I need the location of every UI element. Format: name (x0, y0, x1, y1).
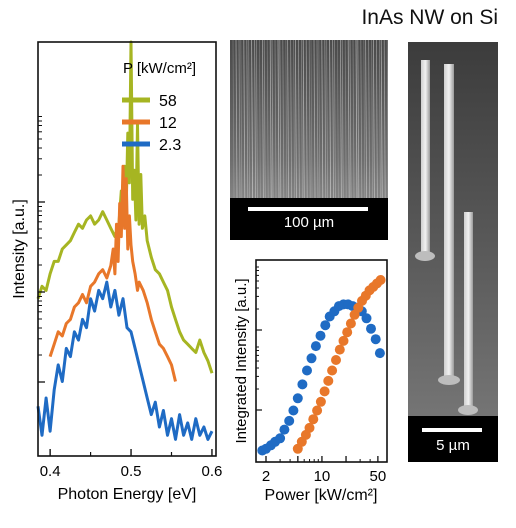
spectrum-series-58 (36, 40, 214, 374)
power-point-orange (319, 386, 330, 397)
legend-label-58: 58 (159, 93, 177, 110)
scale-label-5um: 5 µm (436, 437, 470, 454)
power-point-orange (308, 414, 319, 425)
scale-bar-100um (248, 207, 368, 211)
power-point-orange (334, 344, 345, 355)
scale-bar-5um (422, 428, 482, 432)
power-point-blue (297, 379, 308, 390)
power-point-orange (327, 365, 338, 376)
power-point-orange (315, 396, 326, 407)
power-point-orange (338, 335, 349, 346)
power-point-blue (288, 405, 299, 416)
power-point-orange (331, 355, 341, 365)
power-point-blue (275, 433, 286, 444)
spectrum-series-2.3 (36, 280, 214, 441)
power-point-blue (279, 424, 290, 435)
sem-side-view-image (408, 42, 498, 462)
power-point-orange (323, 375, 334, 386)
power-y-axis-label: Integrated Intensity [a.u.] (233, 278, 250, 443)
power-x-axis-label: Power [kW/cm²] (265, 487, 378, 504)
spectra-x-tick-label: 0.6 (202, 463, 223, 480)
scale-label-100um: 100 µm (283, 214, 335, 231)
sem-side-view-texture (408, 42, 498, 462)
spectrum-series-12 (48, 164, 177, 382)
legend-label-12: 12 (159, 115, 177, 132)
power-point-orange (342, 327, 353, 338)
spectra-y-axis-label: Intensity [a.u.] (11, 199, 28, 299)
power-chart: 2 10 50 Integrated Intensity [a.u.] Power … (233, 259, 388, 504)
sem-top-view-texture (230, 40, 388, 240)
spectra-ticks: 0.4 0.5 0.6 (38, 116, 223, 480)
power-x-tick-label: 2 (262, 468, 270, 485)
power-point-blue (370, 334, 381, 345)
sem-top-view-image (230, 40, 388, 240)
power-x-tick-label: 50 (370, 468, 387, 485)
spectra-x-tick-label: 0.4 (40, 463, 61, 480)
power-point-orange (304, 422, 315, 433)
power-point-blue (366, 323, 376, 334)
power-x-tick-label: 10 (314, 468, 331, 485)
power-point-blue (284, 415, 295, 426)
power-point-orange (375, 275, 386, 285)
power-point-orange (345, 318, 356, 329)
power-point-blue (310, 341, 321, 352)
legend-label-2-3: 2.3 (159, 137, 181, 154)
power-plot-area (257, 275, 386, 456)
spectra-x-tick-label: 0.5 (121, 463, 142, 480)
spectra-x-axis-label: Photon Energy [eV] (58, 486, 197, 503)
power-point-blue (302, 365, 312, 376)
legend-title: P [kW/cm²] (123, 60, 196, 77)
power-point-blue (320, 320, 331, 331)
spectra-plot-area (36, 40, 214, 441)
power-point-blue (374, 348, 385, 359)
power-point-blue (361, 313, 372, 324)
spectra-legend: P [kW/cm²] 58 12 2.3 (122, 60, 196, 154)
power-point-blue (315, 330, 326, 341)
spectra-chart: 0.4 0.5 0.6 Intensity [a.u.] Photon Energy… (11, 40, 223, 503)
power-point-blue (306, 353, 317, 364)
figure-title: InAs NW on Si (361, 6, 498, 29)
power-ticks: 2 10 50 (256, 266, 387, 485)
power-point-orange (312, 405, 323, 416)
power-point-blue (292, 393, 303, 404)
